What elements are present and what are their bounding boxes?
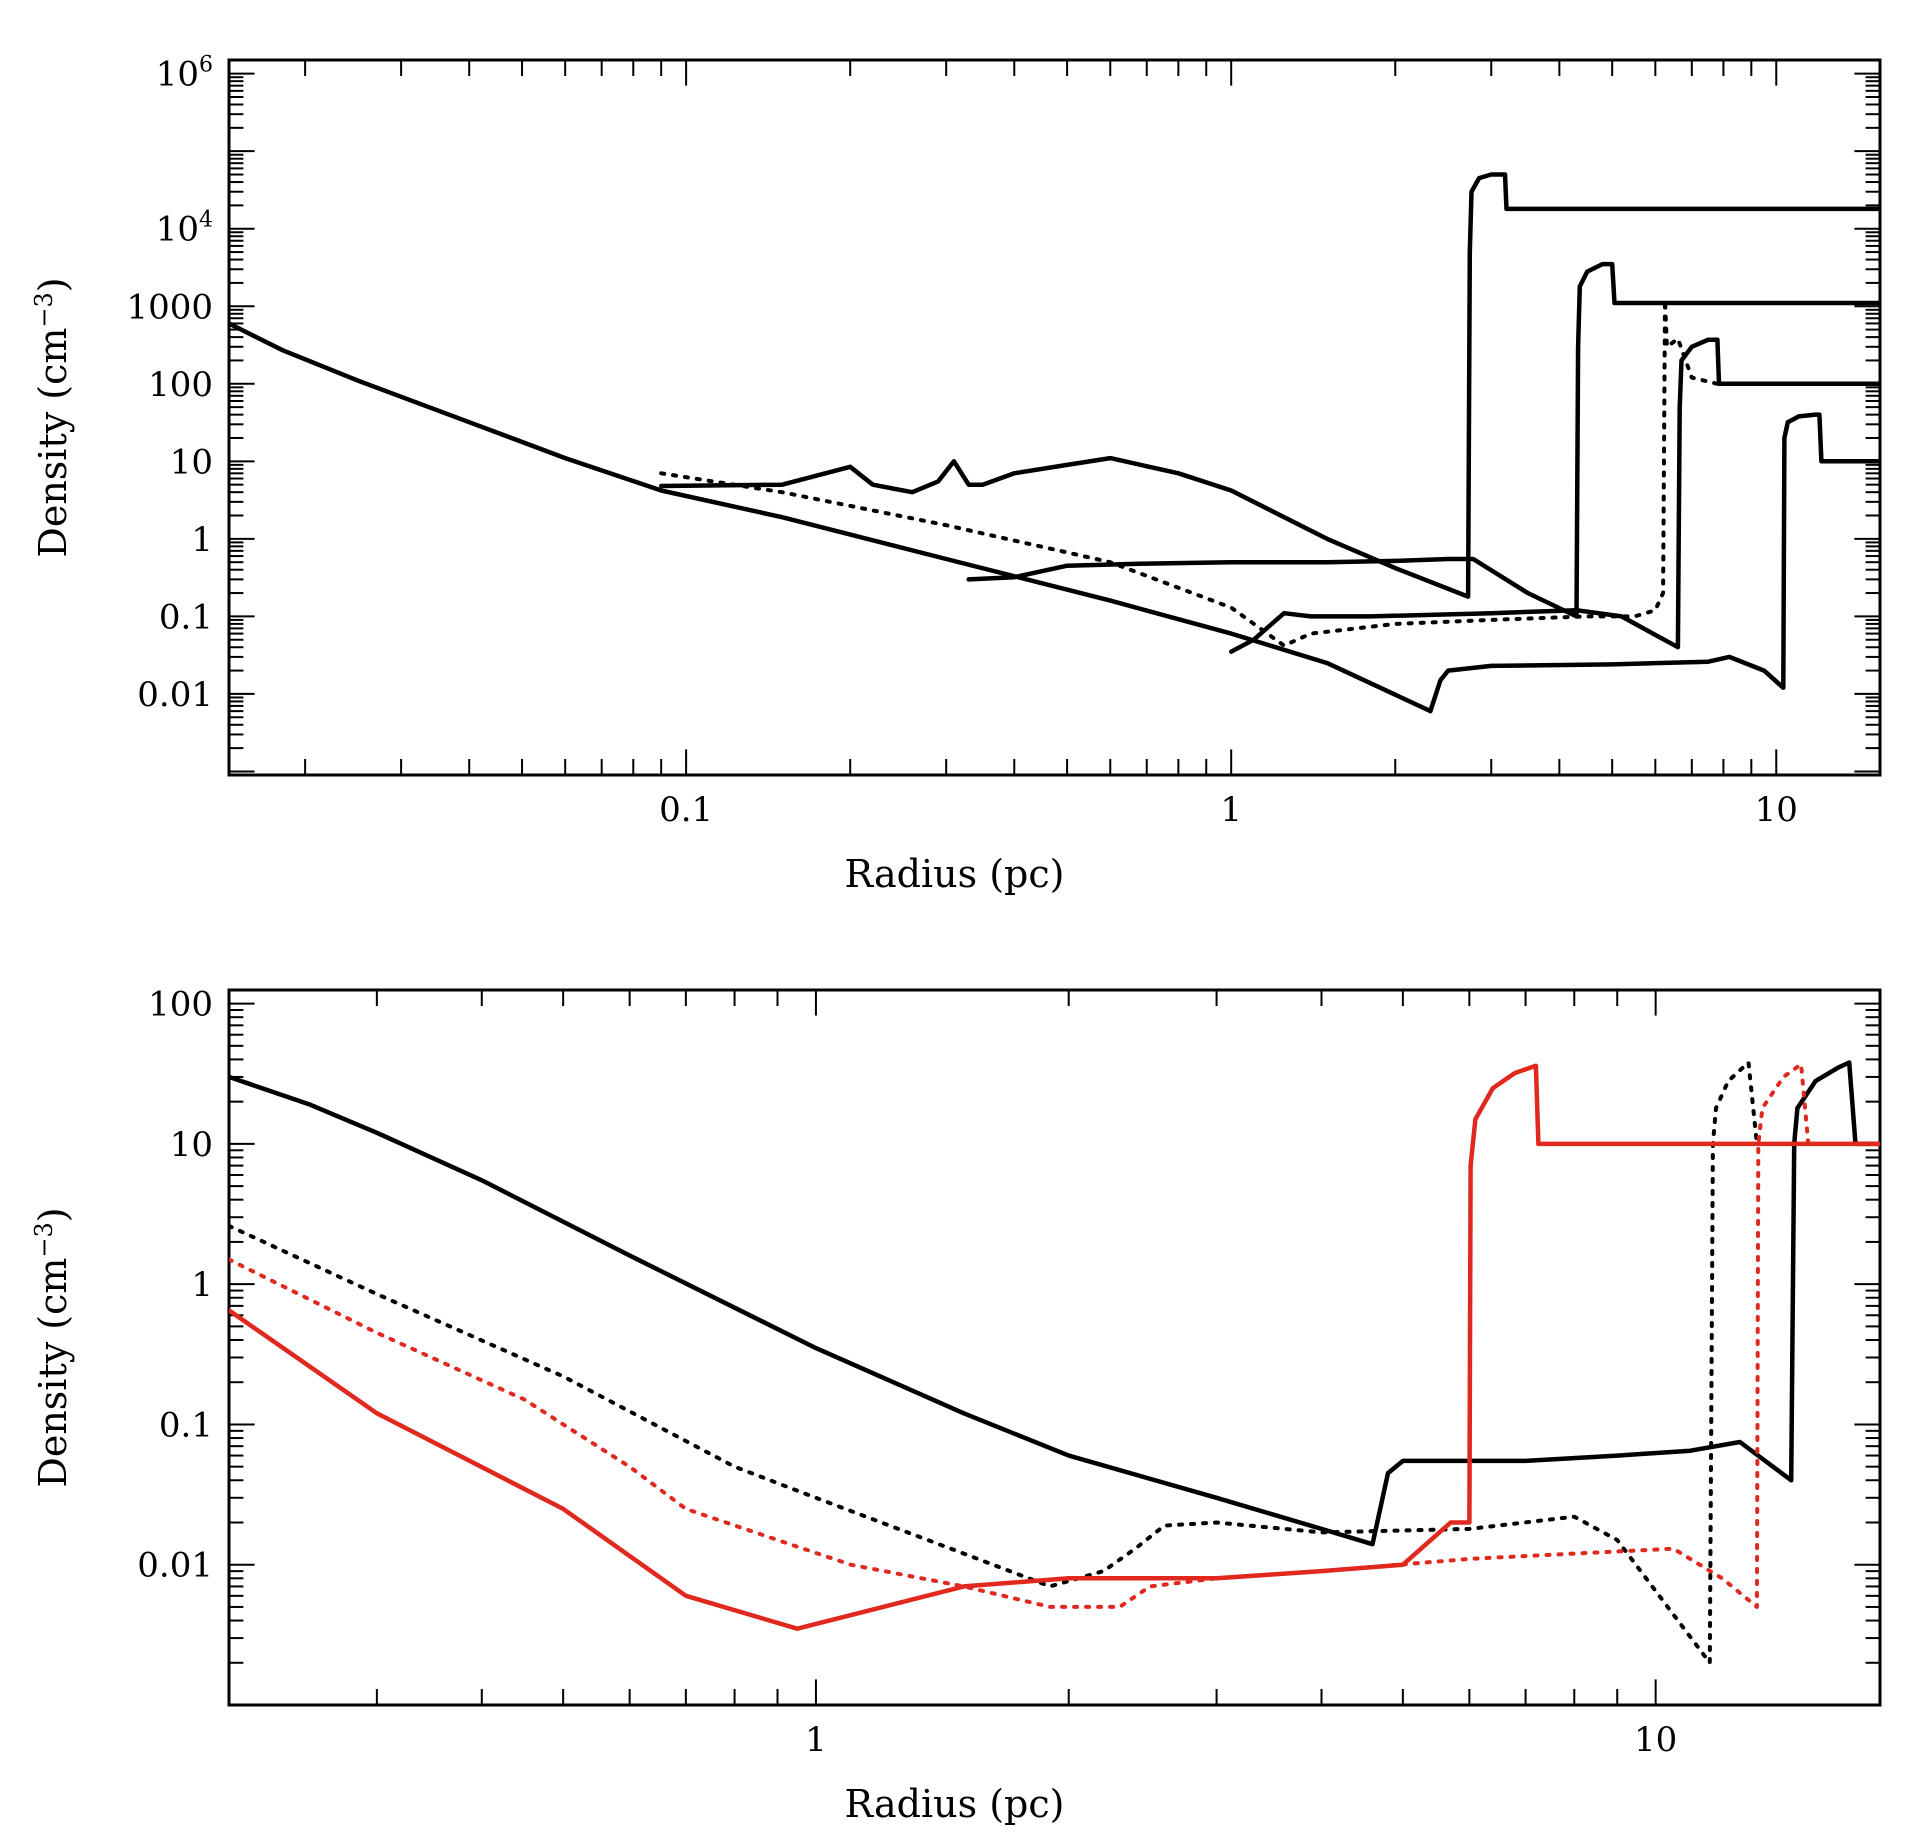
y-tick-label: 104 — [156, 208, 213, 250]
y-tick-label: 100 — [148, 365, 213, 405]
y-axis-ticks — [229, 72, 1880, 776]
plot-frame — [227, 988, 1882, 1707]
x-axis-title: Radius (pc) — [845, 852, 1065, 896]
y-tick-label: 0.01 — [137, 675, 213, 715]
series-line-black-dotted — [229, 1060, 1880, 1665]
x-axis-title: Radius (pc) — [845, 1782, 1065, 1826]
y-tick-label: 0.01 — [137, 1546, 213, 1586]
series-group — [229, 172, 1880, 714]
density-panel-top: 0.1 1 10 106 104 1000 100 10 1 0.1 0.01 Radius (pc)… — [30, 53, 1882, 896]
x-tick-label: 1 — [1220, 790, 1242, 830]
series-line-profile-r-7-8-pc — [1228, 337, 1880, 654]
x-tick-label: 10 — [1755, 790, 1798, 830]
series-line-profile-r-3-2-pc — [658, 172, 1880, 599]
y-axis-title: Density (cm−3) — [30, 1207, 75, 1487]
series-line-red-solid — [229, 1063, 1880, 1631]
y-tick-label: 1 — [191, 1265, 213, 1305]
x-tick-label: 1 — [805, 1720, 827, 1760]
x-tick-label: 0.1 — [659, 790, 713, 830]
y-tick-label: 1000 — [126, 287, 213, 327]
y-tick-label: 10 — [170, 1125, 213, 1165]
y-tick-label: 0.1 — [159, 1405, 213, 1445]
x-axis-ticks — [228, 990, 1657, 1705]
series-line-background-power-law — [229, 321, 1433, 714]
series-line-black-solid — [229, 1060, 1880, 1547]
series-line-dotted-profile-r-7-pc — [659, 298, 1720, 648]
series-group — [229, 1060, 1880, 1665]
series-line-red-dotted — [229, 1062, 1811, 1609]
plot-frame — [227, 58, 1882, 777]
x-tick-label: 10 — [1634, 1720, 1677, 1760]
x-axis-ticks — [304, 60, 1778, 775]
series-line-profile-r-12-pc — [1428, 412, 1880, 714]
y-tick-label: 0.1 — [159, 597, 213, 637]
density-panel-bottom: 1 10 100 10 1 0.1 0.01 Radius (pc) Density (cm−3… — [30, 985, 1882, 1826]
y-tick-label: 106 — [156, 53, 213, 95]
y-tick-label: 10 — [170, 442, 213, 482]
y-tick-label: 100 — [148, 985, 213, 1025]
y-axis-ticks — [229, 1002, 1880, 1706]
y-axis-title: Density (cm−3) — [30, 277, 75, 557]
y-tick-label: 1 — [191, 520, 213, 560]
series-line-profile-r-5-pc — [966, 261, 1880, 619]
